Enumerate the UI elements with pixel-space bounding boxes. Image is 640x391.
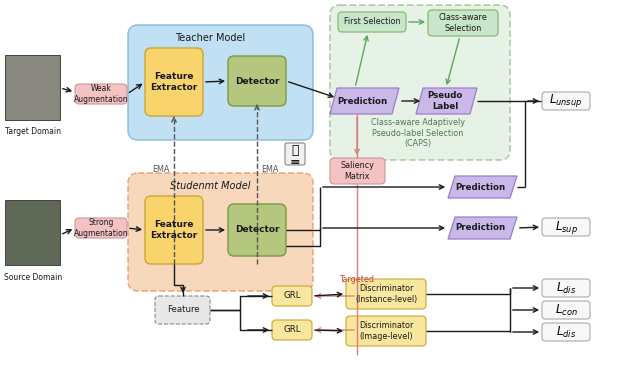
Text: Saliency
Matrix: Saliency Matrix <box>340 161 374 181</box>
FancyBboxPatch shape <box>228 56 286 106</box>
Text: Source Domain: Source Domain <box>4 273 62 283</box>
Text: Class-aware
Selection: Class-aware Selection <box>438 13 488 33</box>
FancyBboxPatch shape <box>285 143 305 165</box>
Text: Target Domain: Target Domain <box>5 127 61 136</box>
FancyBboxPatch shape <box>428 10 498 36</box>
FancyBboxPatch shape <box>5 55 60 120</box>
Text: Pseudo
Label: Pseudo Label <box>428 91 463 111</box>
Text: GRL: GRL <box>284 292 301 301</box>
FancyBboxPatch shape <box>128 25 313 140</box>
FancyBboxPatch shape <box>228 204 286 256</box>
FancyBboxPatch shape <box>145 196 203 264</box>
Polygon shape <box>416 88 477 114</box>
FancyBboxPatch shape <box>145 48 203 116</box>
Text: Feature
Extractor: Feature Extractor <box>150 220 198 240</box>
Text: Prediction: Prediction <box>455 224 505 233</box>
Text: Feature: Feature <box>166 305 199 314</box>
FancyBboxPatch shape <box>272 320 312 340</box>
FancyBboxPatch shape <box>346 279 426 309</box>
Text: Strong
Augmentation: Strong Augmentation <box>74 218 128 238</box>
FancyBboxPatch shape <box>338 12 406 32</box>
Text: Studenmt Model: Studenmt Model <box>170 181 250 191</box>
Text: Prediction: Prediction <box>337 97 387 106</box>
Text: $L_{con}$: $L_{con}$ <box>555 303 577 317</box>
FancyBboxPatch shape <box>75 218 127 238</box>
Text: Prediction: Prediction <box>455 183 505 192</box>
Text: Class-aware Adaptively
Pseudo-label Selection
(CAPS): Class-aware Adaptively Pseudo-label Sele… <box>371 118 465 148</box>
Text: EMA: EMA <box>261 165 278 174</box>
FancyBboxPatch shape <box>128 173 313 291</box>
FancyBboxPatch shape <box>330 158 385 184</box>
FancyBboxPatch shape <box>155 296 210 324</box>
Text: First Selection: First Selection <box>344 18 400 27</box>
Text: Feature
Extractor: Feature Extractor <box>150 72 198 92</box>
Polygon shape <box>448 217 517 239</box>
FancyBboxPatch shape <box>346 316 426 346</box>
Polygon shape <box>448 176 517 198</box>
Text: =: = <box>290 156 300 169</box>
Text: $L_{dis}$: $L_{dis}$ <box>556 280 576 296</box>
Text: Detector: Detector <box>235 77 279 86</box>
FancyBboxPatch shape <box>75 84 127 104</box>
Text: Discriminator
(Image-level): Discriminator (Image-level) <box>359 321 413 341</box>
Text: Teacher Model: Teacher Model <box>175 33 245 43</box>
FancyBboxPatch shape <box>542 301 590 319</box>
Polygon shape <box>330 88 399 114</box>
FancyBboxPatch shape <box>272 286 312 306</box>
Text: Detector: Detector <box>235 226 279 235</box>
FancyBboxPatch shape <box>542 92 590 110</box>
Text: GRL: GRL <box>284 325 301 334</box>
FancyBboxPatch shape <box>330 5 510 160</box>
Text: $L_{dis}$: $L_{dis}$ <box>556 325 576 339</box>
FancyBboxPatch shape <box>542 218 590 236</box>
Text: 🔒: 🔒 <box>291 143 299 156</box>
FancyBboxPatch shape <box>542 279 590 297</box>
Text: $L_{unsup}$: $L_{unsup}$ <box>549 93 582 109</box>
FancyBboxPatch shape <box>542 323 590 341</box>
Text: $L_{sup}$: $L_{sup}$ <box>554 219 577 235</box>
Text: Discriminator
(Instance-level): Discriminator (Instance-level) <box>355 284 417 304</box>
Text: EMA: EMA <box>152 165 170 174</box>
FancyBboxPatch shape <box>5 200 60 265</box>
Text: Weak
Augmentation: Weak Augmentation <box>74 84 128 104</box>
Text: Targeted: Targeted <box>339 276 374 285</box>
